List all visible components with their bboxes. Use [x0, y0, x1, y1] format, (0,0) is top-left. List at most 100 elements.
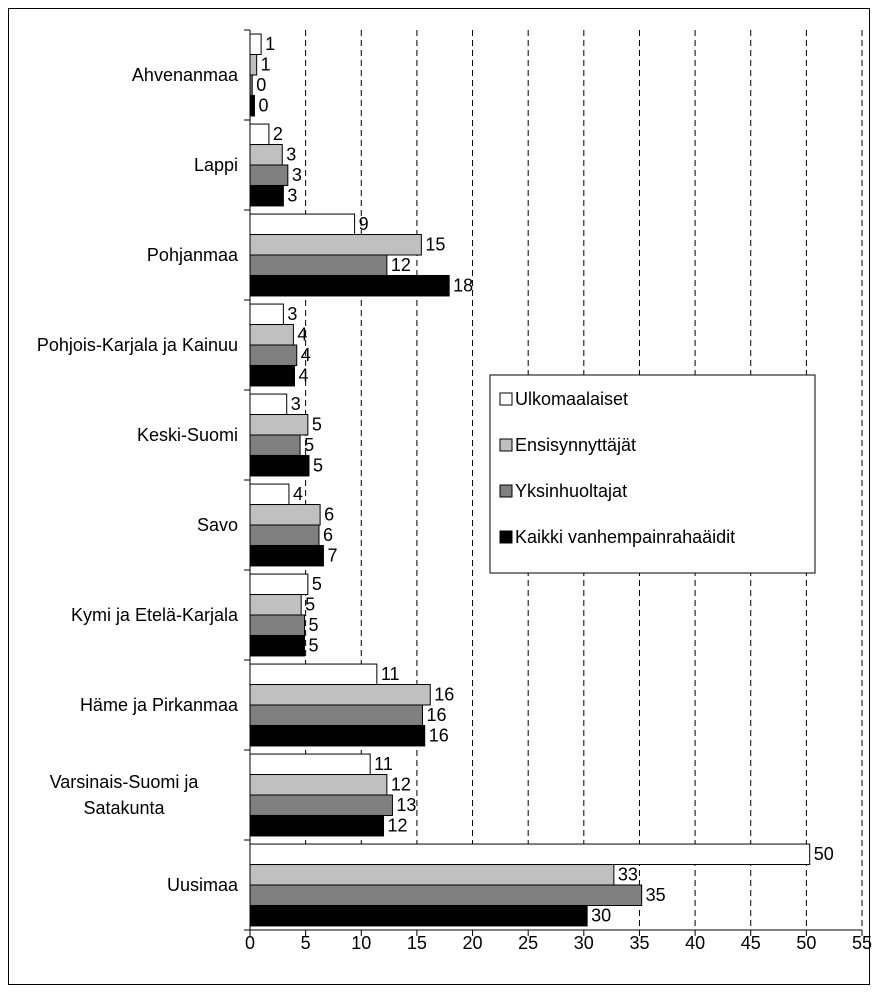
- value-label: 4: [293, 484, 303, 504]
- bar: [249, 753, 371, 776]
- value-label: 3: [287, 185, 297, 205]
- value-label: 5: [313, 455, 323, 475]
- legend-swatch: [499, 392, 513, 406]
- bar: [249, 454, 310, 477]
- bar: [249, 483, 290, 506]
- category-label-box: Lappi: [10, 120, 238, 210]
- bar: [249, 704, 423, 726]
- bar: [249, 164, 289, 186]
- bar: [249, 884, 643, 906]
- y-tick-label: Kymi ja Etelä-Karjala: [70, 605, 238, 625]
- bar: [249, 364, 296, 387]
- x-tick-label: 25: [518, 933, 538, 953]
- x-tick-label: 30: [574, 933, 594, 953]
- bar: [249, 594, 302, 616]
- value-label: 1: [261, 55, 271, 75]
- y-tick-label: Pohjois-Karjala ja Kainuu: [36, 335, 238, 355]
- bar: [249, 524, 320, 546]
- bar: [249, 684, 431, 706]
- bar: [249, 814, 385, 837]
- bar: [249, 234, 422, 256]
- bar: [249, 303, 284, 326]
- bar: [249, 33, 262, 56]
- value-label: 13: [396, 795, 416, 815]
- bar: [249, 344, 298, 366]
- category-label-box: Kymi ja Etelä-Karjala: [10, 570, 238, 660]
- x-tick-label: 40: [685, 933, 705, 953]
- x-tick-label: 20: [463, 933, 483, 953]
- x-tick-label: 10: [351, 933, 371, 953]
- bar: [249, 414, 309, 436]
- y-tick-label: Pohjanmaa: [146, 245, 238, 265]
- legend-label: Yksinhuoltajat: [515, 481, 627, 501]
- legend-label: Ulkomaalaiset: [515, 389, 628, 409]
- bar: [249, 274, 450, 297]
- value-label: 16: [429, 725, 449, 745]
- x-tick-label: 45: [741, 933, 761, 953]
- value-label: 11: [374, 754, 393, 774]
- value-label: 6: [324, 505, 334, 525]
- value-label: 3: [287, 304, 297, 324]
- y-tick-label: Varsinais-Suomi ja Satakunta: [49, 772, 199, 818]
- category-label-box: Ahvenanmaa: [10, 30, 238, 120]
- value-label: 7: [327, 545, 337, 565]
- bar: [249, 94, 255, 117]
- legend-swatch: [499, 484, 513, 498]
- y-tick-label: Häme ja Pirkanmaa: [79, 695, 238, 715]
- value-label: 5: [305, 595, 315, 615]
- bar: [249, 544, 324, 567]
- category-label-box: Uusimaa: [10, 840, 238, 930]
- bar: [249, 393, 288, 416]
- category-label-box: Varsinais-Suomi ja Satakunta: [10, 750, 238, 840]
- value-label: 5: [304, 435, 314, 455]
- bar: [249, 573, 309, 596]
- category-label-box: Savo: [10, 480, 238, 570]
- value-label: 12: [391, 255, 411, 275]
- value-label: 3: [286, 145, 296, 165]
- value-label: 11: [381, 664, 400, 684]
- value-label: 3: [292, 165, 302, 185]
- y-tick-label: Lappi: [193, 155, 238, 175]
- bar: [249, 843, 811, 866]
- bar: [249, 434, 301, 456]
- x-tick-label: 50: [796, 933, 816, 953]
- legend-label: Kaikki vanhempainrahaäidit: [515, 527, 735, 547]
- value-label: 30: [591, 905, 611, 925]
- bar: [249, 184, 284, 207]
- x-tick-label: 35: [629, 933, 649, 953]
- bar: [249, 904, 588, 927]
- value-label: 5: [312, 574, 322, 594]
- value-label: 16: [426, 705, 446, 725]
- legend-swatch: [499, 438, 513, 452]
- y-tick-label: Keski-Suomi: [136, 425, 238, 445]
- value-label: 5: [309, 615, 319, 635]
- category-label-box: Häme ja Pirkanmaa: [10, 660, 238, 750]
- value-label: 33: [618, 865, 638, 885]
- value-label: 5: [309, 635, 319, 655]
- value-label: 35: [646, 885, 666, 905]
- category-label-box: Pohjanmaa: [10, 210, 238, 300]
- value-label: 0: [256, 75, 266, 95]
- value-label: 3: [291, 394, 301, 414]
- value-label: 4: [297, 325, 307, 345]
- legend-box: [489, 374, 816, 574]
- bar: [249, 663, 378, 686]
- bar: [249, 864, 615, 886]
- value-label: 12: [388, 815, 408, 835]
- value-label: 18: [453, 275, 473, 295]
- bar: [249, 634, 306, 657]
- bar: [249, 774, 388, 796]
- bar: [249, 324, 294, 346]
- bar: [249, 54, 258, 76]
- bar: [249, 213, 356, 236]
- bar: [249, 504, 321, 526]
- value-label: 4: [299, 365, 309, 385]
- value-label: 0: [258, 95, 268, 115]
- bar: [249, 614, 306, 636]
- value-label: 6: [323, 525, 333, 545]
- value-label: 12: [391, 775, 411, 795]
- bar: [249, 144, 283, 166]
- x-tick-label: 15: [407, 933, 427, 953]
